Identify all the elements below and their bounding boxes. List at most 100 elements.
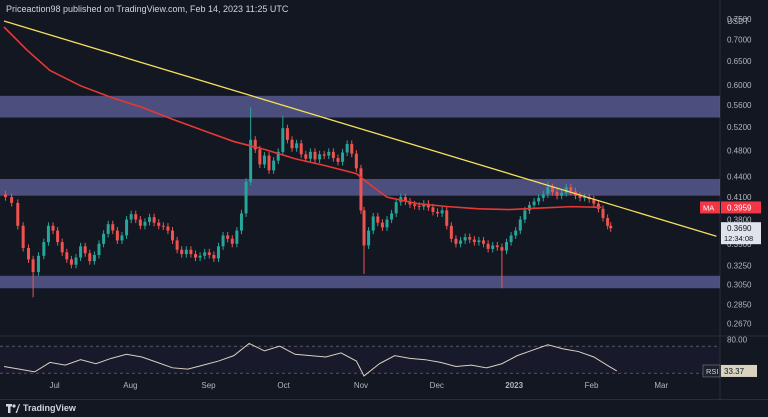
candle-body	[299, 143, 303, 155]
candle-body	[216, 246, 220, 259]
candle-body	[555, 192, 559, 196]
candle-body	[527, 205, 531, 211]
ma-name-tag	[700, 201, 720, 214]
last-price-tag	[721, 222, 761, 245]
candle-body	[97, 243, 101, 255]
rsi-name-tag	[702, 364, 721, 378]
tradingview-icon	[6, 403, 20, 413]
candle-body	[203, 252, 207, 256]
candle-body	[239, 213, 243, 231]
candle-body	[500, 247, 504, 251]
candle-body	[226, 235, 230, 239]
rsi-tick-label: 80.00	[727, 335, 748, 344]
candle-body	[537, 197, 541, 202]
candlestick-series	[4, 107, 613, 298]
candle-body	[417, 205, 421, 207]
candle-body	[459, 240, 463, 244]
candle-body	[42, 242, 46, 256]
candle-body	[403, 197, 407, 202]
price-tick-label: 0.6000	[727, 81, 752, 90]
price-tick-label: 0.4400	[727, 172, 752, 181]
candle-body	[262, 155, 266, 165]
candle-body	[504, 242, 508, 251]
candle-body	[331, 151, 335, 159]
candle-body	[518, 219, 522, 231]
price-tick-label: 0.3800	[727, 216, 752, 225]
time-tick-label: Nov	[354, 381, 368, 390]
price-tick-label: 0.4100	[727, 193, 752, 202]
candle-body	[359, 168, 363, 211]
candle-body	[362, 210, 366, 246]
candle-body	[564, 187, 568, 193]
candle-body	[495, 245, 499, 248]
candle-body	[244, 181, 248, 214]
candle-body	[318, 154, 322, 160]
candle-body	[253, 139, 257, 150]
candle-body	[385, 219, 389, 228]
candle-body	[560, 192, 564, 196]
candle-body	[477, 240, 481, 243]
candle-body	[129, 214, 133, 220]
candle-body	[290, 139, 294, 149]
candle-body	[486, 243, 490, 249]
candle-body	[198, 255, 202, 258]
candle-body	[371, 216, 375, 231]
candle-body	[69, 259, 73, 265]
last-price-text: 0.3690	[727, 224, 752, 233]
candle-body	[606, 217, 610, 226]
candle-body	[482, 240, 486, 244]
candle-body	[120, 235, 124, 241]
candle-body	[235, 230, 239, 244]
candle-body	[106, 224, 110, 234]
price-tick-label: 0.2850	[727, 300, 752, 309]
price-tick-label: 0.2670	[727, 320, 752, 329]
candle-body	[161, 225, 165, 227]
candle-body	[171, 230, 175, 241]
candle-body	[327, 151, 331, 156]
candle-body	[509, 235, 513, 243]
candle-body	[184, 249, 188, 255]
candle-body	[10, 197, 14, 203]
candle-body	[345, 143, 349, 153]
candle-body	[221, 235, 225, 247]
candle-body	[272, 160, 276, 171]
tradingview-logo[interactable]: TradingView	[6, 403, 76, 413]
candle-body	[454, 238, 458, 244]
candle-body	[313, 151, 317, 160]
time-tick-label: Aug	[123, 381, 137, 390]
ma-value-text: 0.3959	[727, 203, 752, 212]
price-unit-label: USDT	[727, 17, 749, 26]
candle-body	[514, 230, 518, 236]
candle-body	[440, 210, 444, 214]
rsi-line	[3, 342, 618, 377]
moving-average-series	[3, 26, 602, 211]
candle-body	[541, 194, 545, 198]
price-tick-label: 0.5200	[727, 123, 752, 132]
ma-name-text: MA	[703, 203, 714, 212]
price-tick-label: 0.7500	[727, 15, 752, 24]
candle-body	[152, 217, 156, 223]
candle-body	[267, 155, 271, 171]
candle-body	[281, 128, 285, 152]
candle-body	[230, 238, 234, 244]
candle-body	[431, 207, 435, 212]
candle-body	[56, 230, 60, 243]
candle-body	[367, 230, 371, 246]
time-tick-label: Feb	[585, 381, 599, 390]
candle-body	[550, 187, 554, 193]
candle-body	[51, 225, 55, 231]
price-tick-label: 0.5600	[727, 101, 752, 110]
price-tick-label: 0.7000	[727, 35, 752, 44]
candle-body	[336, 158, 340, 162]
trendline[interactable]	[3, 20, 717, 237]
candle-body	[569, 187, 573, 192]
candle-body	[422, 203, 426, 207]
candle-body	[31, 259, 35, 273]
candle-body	[463, 237, 467, 241]
candle-body	[341, 152, 345, 162]
price-tick-label: 0.4800	[727, 147, 752, 156]
candle-body	[436, 211, 440, 214]
price-tick-label: 0.6500	[727, 57, 752, 66]
